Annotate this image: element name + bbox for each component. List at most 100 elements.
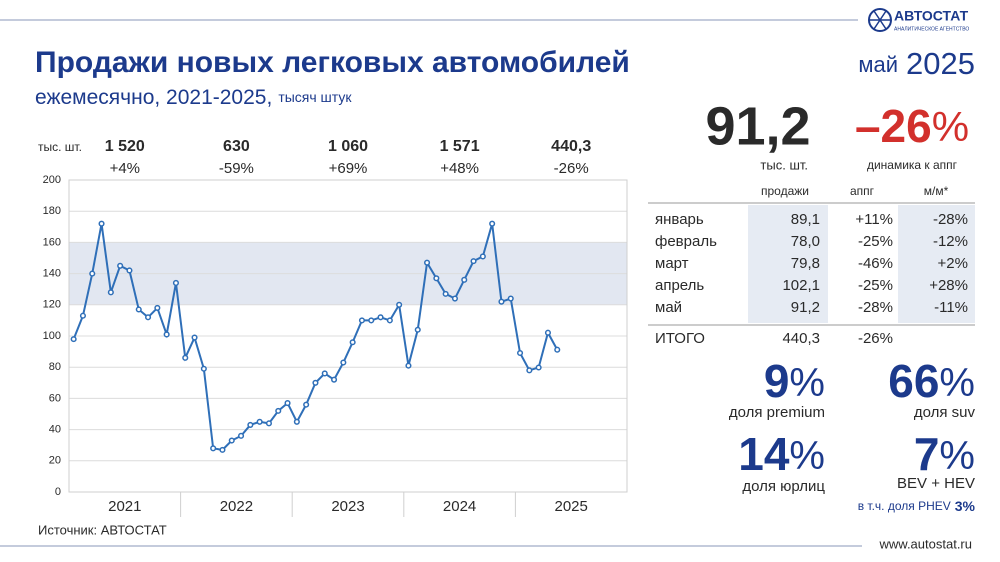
point [414, 326, 421, 333]
point [312, 379, 319, 386]
point [544, 329, 552, 336]
point [321, 370, 328, 377]
kpi-note-text: в т.ч. доля PHEV [858, 499, 951, 513]
point [191, 334, 198, 341]
table-cell: 89,1 [791, 211, 820, 228]
row-label: апрель [655, 277, 704, 294]
point [98, 220, 105, 227]
row-label: март [655, 255, 689, 272]
totals-unit: тыс. шт. [38, 140, 82, 154]
y-tick-label: 80 [49, 361, 61, 373]
y-tick-label: 180 [43, 205, 61, 217]
point [107, 289, 114, 296]
sales-unit: тыс. шт. [760, 157, 808, 172]
table-cell: -12% [933, 233, 968, 250]
table-cell: 78,0 [791, 233, 820, 250]
year-total: 1 060 [328, 138, 368, 155]
point [331, 376, 338, 383]
point [405, 362, 412, 369]
y-tick-label: 120 [43, 299, 61, 311]
point [154, 304, 161, 311]
plot-frame [68, 179, 628, 493]
source: Источник: АВТОСТАТ [38, 522, 167, 537]
point [461, 276, 468, 283]
point [200, 365, 207, 372]
kpi-label: доля suv [914, 404, 976, 421]
point [117, 262, 124, 269]
point [535, 364, 542, 371]
table-cell: 79,8 [791, 255, 820, 272]
logo-tagline: АНАЛИТИЧЕСКОЕ АГЕНТСТВО [894, 26, 969, 32]
column-shade [898, 205, 975, 323]
point [219, 446, 226, 453]
year-total: 630 [223, 138, 250, 155]
point [265, 420, 273, 427]
logo-text: АВТОСТАТ [894, 8, 969, 24]
kpi-value: 7 [914, 428, 940, 480]
point [517, 349, 524, 357]
point [126, 267, 133, 274]
point [238, 432, 245, 439]
point [135, 306, 142, 313]
row-label: февраль [655, 233, 717, 250]
point [89, 270, 96, 277]
y-tick-label: 100 [43, 330, 61, 342]
title: Продажи новых легковых автомобилей [35, 46, 630, 79]
column-header: м/м* [924, 184, 949, 198]
kpi-value: 66 [888, 355, 939, 407]
table-cell: +2% [938, 255, 968, 272]
point [368, 317, 375, 324]
x-year-label: 2021 [108, 498, 141, 515]
point [256, 418, 263, 425]
y-tick-label: 20 [49, 455, 61, 467]
table-cell: 91,2 [791, 299, 820, 316]
kpi-label: доля premium [729, 404, 825, 421]
y-tick-label: 60 [49, 392, 61, 404]
x-year-label: 2023 [331, 498, 364, 515]
y-tick-label: 0 [55, 486, 61, 498]
point [284, 400, 291, 407]
point [145, 314, 152, 321]
point [377, 314, 384, 321]
url: www.autostat.ru [879, 536, 973, 551]
table-cell: -25% [858, 277, 893, 294]
change: –26% [855, 100, 969, 152]
kpi-note: в т.ч. доля PHEV 3% [858, 498, 976, 514]
kpi: 14% [738, 428, 825, 480]
kpi-label: BEV + HEV [897, 475, 975, 492]
table-cell: -46% [858, 255, 893, 272]
point [163, 331, 170, 338]
kpi-unit: % [939, 361, 975, 405]
year-change: +69% [329, 160, 368, 177]
kpi-value: 9 [764, 355, 790, 407]
row-label: май [655, 299, 682, 316]
kpi: 9% [764, 355, 825, 407]
period: май 2025 [858, 46, 975, 81]
column-header: продажи [761, 184, 809, 198]
sales-value: 91,2 [705, 96, 810, 156]
kpi-value: 14 [738, 428, 790, 480]
point [396, 301, 403, 308]
table-cell: -28% [858, 299, 893, 316]
logo: АВТОСТАТ АНАЛИТИЧЕСКОЕ АГЕНТСТВО [868, 8, 969, 32]
year-change: +48% [440, 160, 479, 177]
period-month: май [858, 52, 898, 77]
column-shade [748, 205, 828, 323]
subtitle-unit: тысяч штук [278, 89, 352, 105]
point [424, 259, 431, 266]
point [275, 407, 282, 414]
point [526, 367, 533, 374]
y-tick-label: 200 [43, 174, 61, 186]
point [340, 359, 347, 366]
change-label: динамика к аппг [867, 158, 958, 172]
year-change: -59% [219, 160, 254, 177]
total-cell: -26% [858, 330, 893, 347]
point [172, 279, 179, 287]
year-change: -26% [554, 160, 589, 177]
table-cell: -11% [934, 299, 968, 316]
point [507, 295, 514, 302]
point [433, 275, 440, 282]
kpi-note-value: 3% [955, 498, 976, 514]
kpi: 66% [888, 355, 975, 407]
point [498, 298, 505, 305]
